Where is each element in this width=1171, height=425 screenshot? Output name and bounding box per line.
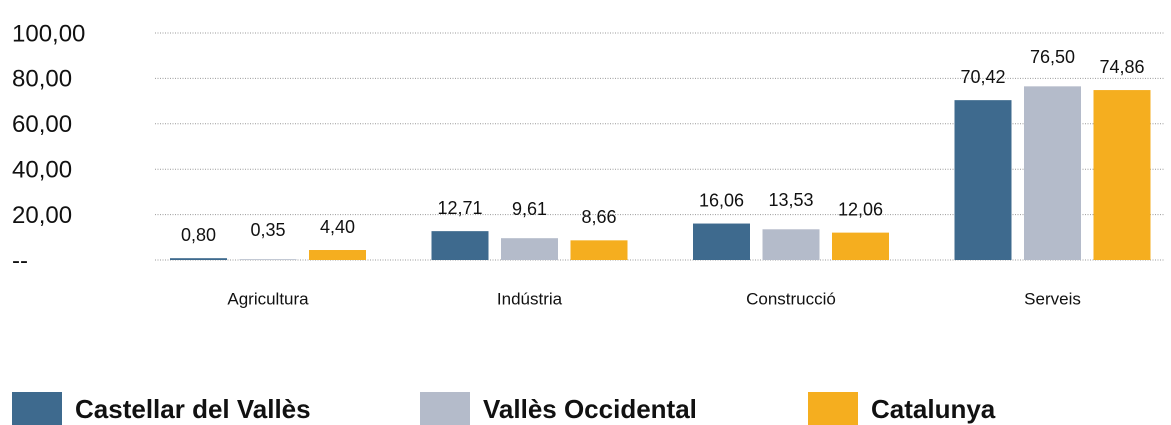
x-tick-label: Construcció [746, 289, 836, 308]
value-label: 70,42 [960, 67, 1005, 87]
legend-label: Vallès Occidental [483, 394, 697, 424]
value-label: 74,86 [1099, 57, 1144, 77]
legend-swatch [420, 392, 470, 425]
bar [1024, 86, 1081, 260]
value-label: 16,06 [699, 190, 744, 210]
value-label: 8,66 [581, 207, 616, 227]
y-tick-label: 100,00 [12, 20, 85, 47]
bar [431, 231, 489, 260]
x-tick-label: Serveis [1024, 289, 1081, 308]
y-tick-label: -- [12, 247, 28, 274]
bar [239, 259, 297, 260]
bar [693, 223, 750, 260]
value-label: 13,53 [768, 190, 813, 210]
x-tick-label: Agricultura [227, 289, 309, 308]
bar [832, 232, 889, 260]
bar [501, 238, 558, 260]
y-tick-label: 40,00 [12, 157, 72, 184]
value-label: 0,80 [181, 225, 216, 245]
legend-swatch [12, 392, 62, 425]
bar [309, 250, 366, 260]
y-tick-label: 80,00 [12, 66, 72, 93]
bar [170, 258, 227, 260]
x-tick-label: Indústria [497, 289, 563, 308]
y-tick-label: 20,00 [12, 202, 72, 229]
value-label: 12,71 [437, 198, 482, 218]
bar [570, 240, 628, 260]
value-label: 0,35 [250, 220, 285, 240]
legend-swatch [808, 392, 858, 425]
value-label: 4,40 [320, 217, 355, 237]
legend-label: Castellar del Vallès [75, 394, 311, 424]
value-label: 76,50 [1030, 47, 1075, 67]
value-label: 9,61 [512, 199, 547, 219]
legend-label: Catalunya [871, 394, 996, 424]
value-label: 12,06 [838, 199, 883, 219]
bar [762, 229, 820, 260]
y-tick-label: 60,00 [12, 111, 72, 138]
bar [1093, 90, 1151, 260]
bar [954, 100, 1012, 260]
